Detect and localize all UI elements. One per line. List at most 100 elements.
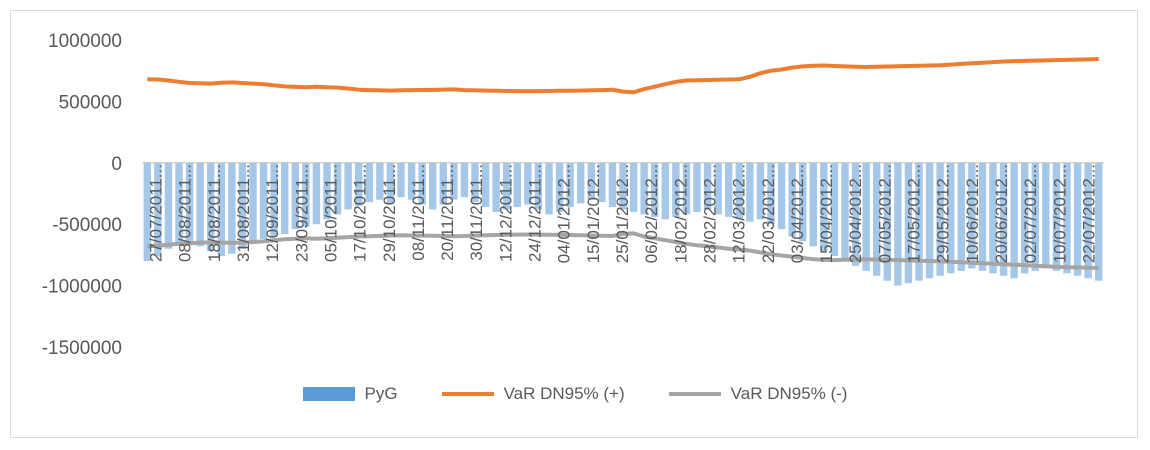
pyg-bar (238, 162, 247, 249)
legend-label-pyg: PyG (364, 384, 398, 403)
var-neg-line (147, 231, 1099, 270)
pyg-bar (249, 162, 257, 244)
pyg-bar (830, 162, 839, 257)
pyg-bar (154, 162, 162, 257)
pyg-bar (577, 162, 585, 204)
pyg-bar (883, 162, 891, 281)
pyg-bar (777, 162, 786, 230)
pyg-bar (534, 162, 543, 210)
pyg-bar (989, 162, 997, 274)
x-tick-label: 17/10/2011... (351, 164, 370, 262)
pyg-bar (450, 162, 458, 200)
var-lines (147, 57, 1099, 270)
pyg-bar (767, 162, 775, 225)
x-tick-label: 24/12/2011... (526, 164, 545, 262)
legend-item-var-neg: VaR DN95% (-) (668, 384, 847, 404)
pyg-bar (185, 162, 194, 242)
x-tick-label: 28/02/2012... (700, 164, 719, 263)
pyg-bar (587, 162, 595, 200)
pyg-bar (1021, 162, 1029, 274)
x-tick-label: 04/01/2012... (555, 164, 574, 263)
pyg-bar (397, 162, 405, 198)
pyg-bar (841, 162, 849, 262)
pyg-bar (862, 162, 870, 271)
pyg-bar (439, 162, 447, 205)
pyg-bar (259, 162, 268, 239)
pyg-bar (175, 162, 183, 244)
x-tick-label: 25/01/2012... (613, 164, 632, 263)
pyg-bar (355, 162, 363, 206)
x-tick-label: 20/11/2011... (438, 164, 457, 261)
pyg-bar (619, 162, 627, 210)
pyg-bar (270, 162, 278, 237)
x-tick-label: 03/04/2012... (788, 164, 807, 263)
pyg-bar (281, 162, 289, 235)
pyg-bar (661, 162, 669, 220)
x-tick-label: 31/08/2011... (234, 164, 253, 262)
x-tick-label: 29/10/2011... (380, 164, 399, 262)
x-tick-label: 05/10/2011... (321, 164, 340, 262)
pyg-bars (143, 162, 1103, 286)
pyg-bar (915, 162, 923, 281)
pyg-bar (1052, 162, 1061, 271)
legend-item-pyg: PyG (302, 384, 398, 404)
x-tick-label: 17/05/2012... (905, 164, 924, 263)
legend-swatch-var-neg (668, 392, 721, 396)
pyg-bar (217, 162, 225, 257)
x-tick-label: 23/09/2011... (292, 164, 311, 262)
chart-legend: PyG VaR DN95% (+) VaR DN95% (-) (0, 384, 1150, 404)
pyg-bar (492, 162, 500, 212)
pyg-bar (207, 162, 215, 252)
pyg-bar (407, 162, 416, 200)
y-tick-label: -1500000 (42, 338, 122, 359)
pyg-bar (904, 162, 913, 284)
pyg-bar (312, 162, 321, 225)
pyg-bar (291, 162, 299, 230)
x-tick-label: 15/04/2012... (817, 164, 836, 263)
pyg-bar (333, 162, 342, 215)
x-tick-label: 27/07/2011... (147, 164, 166, 262)
legend-swatch-pyg (302, 387, 355, 401)
pyg-bar (894, 162, 902, 286)
y-axis: 1000000 500000 0 -500000 -1000000 -1500000 (42, 31, 122, 359)
pyg-bar (471, 162, 479, 203)
x-tick-label: 12/12/2011... (496, 164, 515, 262)
x-tick-label: 15/01/2012... (584, 164, 603, 263)
pyg-bar (651, 162, 659, 217)
x-tick-label: 20/06/2012... (992, 164, 1011, 263)
pyg-bar (418, 162, 426, 205)
pyg-bar (746, 162, 754, 222)
pyg-bar (460, 162, 469, 198)
pyg-bar (936, 162, 944, 276)
x-tick-label: 22/03/2012... (759, 164, 778, 263)
x-tick-label: 02/07/2012... (1021, 164, 1040, 263)
pyg-bar (481, 162, 490, 208)
x-tick-label: 06/02/2012... (642, 164, 661, 263)
pyg-bar (344, 162, 352, 210)
pyg-bar (1031, 162, 1039, 271)
pyg-bar (386, 162, 395, 204)
x-tick-label: 29/05/2012... (934, 164, 953, 263)
legend-label-var-pos: VaR DN95% (+) (503, 384, 625, 403)
pyg-bar (1010, 162, 1018, 279)
x-tick-label: 07/05/2012... (875, 164, 894, 263)
y-tick-label: -500000 (52, 215, 122, 236)
pyg-bar (809, 162, 817, 247)
pyg-bar (788, 162, 796, 237)
pyg-bar (503, 162, 511, 210)
pyg-bar (672, 162, 680, 217)
pyg-bar (693, 162, 701, 212)
y-tick-label: -1000000 (42, 277, 122, 298)
pyg-bar (978, 162, 987, 271)
pyg-bar (143, 162, 151, 262)
x-tick-label: 18/08/2011... (205, 164, 224, 262)
pyg-bar (555, 162, 564, 212)
pyg-bar (640, 162, 648, 215)
pyg-bar (302, 162, 310, 227)
pyg-bar (376, 162, 384, 200)
x-tick-label: 10/06/2012... (963, 164, 982, 263)
legend-item-var-pos: VaR DN95% (+) (441, 384, 625, 404)
y-tick-label: 0 (111, 154, 122, 175)
pyg-bar (196, 162, 204, 247)
